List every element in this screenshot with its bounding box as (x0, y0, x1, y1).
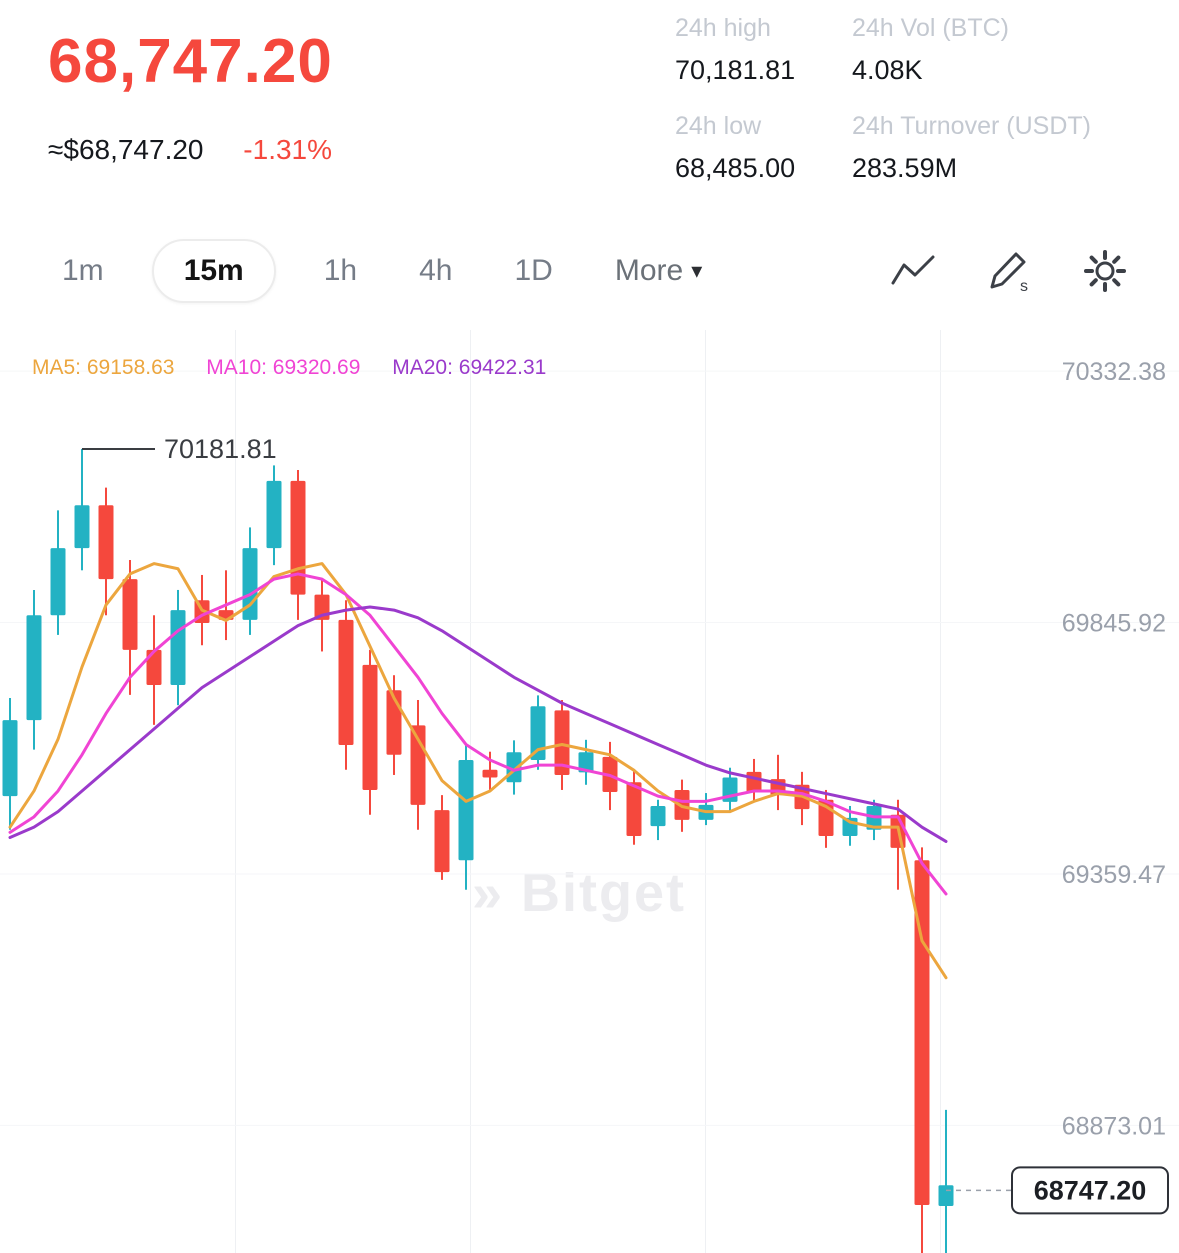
candle-body (458, 759, 474, 861)
candle-body (938, 1185, 954, 1206)
stat-label: 24h Vol (BTC) (852, 14, 1010, 42)
candle-body (98, 505, 114, 580)
y-axis-tick-label: 69845.92 (1062, 610, 1166, 638)
candle-body (530, 706, 546, 760)
chevron-down-icon: ▾ (691, 258, 703, 283)
candle-body (122, 579, 138, 650)
stat-label: 24h high (675, 14, 771, 42)
candle-body (554, 710, 570, 775)
ma20-legend: MA20: 69422.31 (392, 356, 547, 379)
tab-15m[interactable]: 15m (151, 239, 276, 303)
last-price-tag-label: 68747.20 (1034, 1175, 1147, 1205)
tab-1h[interactable]: 1h (323, 254, 358, 287)
stat-24h-low: 24h low 68,485.00 (675, 112, 852, 184)
more-label: More (614, 254, 684, 287)
candle-body (650, 805, 666, 827)
ma5-legend: MA5: 69158.63 (32, 356, 175, 379)
stat-24h-vol: 24h Vol (BTC) 4.08K (852, 14, 1091, 86)
high-annotation-label: 70181.81 (164, 434, 277, 464)
stat-value: 68,485.00 (675, 153, 796, 183)
candle-body (482, 769, 498, 778)
stat-value: 283.59M (852, 153, 958, 183)
ma-legend: MA5: 69158.63 MA10: 69320.69 MA20: 69422… (32, 356, 572, 380)
stat-value: 70,181.81 (675, 55, 796, 85)
last-price-tag-box (1011, 1166, 1169, 1215)
change-percent: -1.31% (243, 134, 333, 165)
tab-1m[interactable]: 1m (62, 254, 104, 287)
candle-body (746, 771, 762, 793)
y-axis-tick-label: 68873.01 (1062, 1112, 1166, 1140)
candle-body (50, 548, 66, 616)
stat-label: 24h Turnover (USDT) (852, 112, 1091, 140)
ma10-line (8, 572, 948, 896)
candlestick-chart[interactable]: » Bitget 70332.38 69845.92 69359.47 68873.0… (0, 330, 1179, 1253)
candle-body (338, 619, 354, 745)
candle-body (2, 720, 18, 797)
candle-body (434, 810, 450, 873)
more-dropdown[interactable]: More ▾ (615, 254, 702, 288)
y-axis-tick-label: 69359.47 (1062, 861, 1166, 889)
candle-body (626, 782, 642, 836)
stat-value: 4.08K (852, 55, 923, 85)
stat-label: 24h low (675, 112, 762, 140)
ma20-line (8, 605, 948, 843)
tab-4h[interactable]: 4h (419, 254, 453, 287)
draw-tools-icon[interactable]: s (987, 249, 1031, 293)
chart-canvas[interactable]: 70332.38 69845.92 69359.47 68873.01 70181.81… (0, 330, 1179, 1253)
stats-grid: 24h high 70,181.81 24h Vol (BTC) 4.08K 2… (675, 14, 1091, 184)
candle-body (146, 649, 162, 686)
toolbar-icons: s (891, 249, 1179, 293)
candle-body (26, 615, 42, 721)
stat-24h-turnover: 24h Turnover (USDT) 283.59M (852, 112, 1091, 184)
last-price-large: 68,747.20 (48, 27, 333, 96)
svg-text:s: s (1020, 278, 1028, 293)
tab-1d[interactable]: 1D (514, 254, 553, 287)
ma5-line (8, 562, 948, 980)
settings-gear-icon[interactable] (1083, 249, 1127, 293)
price-subrow: ≈$68,747.20 -1.31% (48, 134, 332, 166)
ma10-legend: MA10: 69320.69 (206, 356, 361, 379)
stat-24h-high: 24h high 70,181.81 (675, 14, 852, 86)
bitget-watermark: » Bitget (472, 863, 687, 923)
line-chart-icon[interactable] (891, 249, 935, 293)
candle-body (578, 752, 594, 773)
chart-toolbar: 1m 15m 1h 4h 1D More ▾ s (0, 232, 1179, 310)
candle-body (290, 480, 306, 595)
y-axis-tick-label: 70332.38 (1062, 358, 1166, 386)
candle-body (362, 664, 378, 790)
candle-body (170, 610, 186, 686)
price-usd: ≈$68,747.20 (48, 134, 204, 165)
candle-body (266, 480, 282, 549)
candle-body (74, 505, 90, 549)
